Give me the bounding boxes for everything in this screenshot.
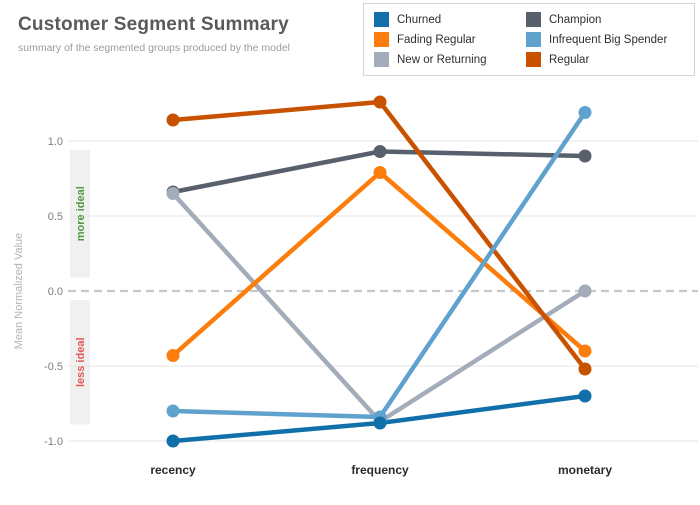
less-ideal-annotation: less ideal: [75, 337, 87, 387]
axis-labels: more ideal less ideal 1.0 0.5 0.0 -0.5 -1.0 Mea…: [13, 136, 612, 477]
y-tick-label: 0.0: [48, 286, 63, 298]
legend-item-label: Churned: [397, 13, 442, 26]
data-point-fading-regular-recency[interactable]: [166, 349, 180, 362]
legend-item-regular[interactable]: Regular: [526, 52, 684, 67]
legend-swatch-icon: [526, 52, 541, 67]
chart-title: Customer Segment Summary: [18, 14, 289, 35]
data-point-churned-frequency[interactable]: [373, 416, 387, 430]
data-point-regular-recency[interactable]: [166, 113, 180, 127]
legend-item-label: Champion: [549, 13, 602, 26]
ideal-bands: [70, 150, 90, 425]
legend-item-churned[interactable]: Churned: [374, 12, 522, 27]
data-point-regular-monetary[interactable]: [578, 362, 592, 376]
chart-subtitle: summary of the segmented groups produced…: [18, 42, 290, 54]
legend-swatch-icon: [526, 32, 541, 47]
data-point-churned-monetary[interactable]: [578, 389, 592, 403]
data-point-fading-regular-monetary[interactable]: [578, 344, 592, 358]
data-point-churned-recency[interactable]: [166, 434, 180, 448]
more-ideal-annotation: more ideal: [75, 186, 87, 241]
legend-swatch-icon: [374, 12, 389, 27]
data-point-champion-frequency[interactable]: [373, 145, 387, 158]
category-label-monetary: monetary: [558, 463, 612, 477]
legend-item-label: Fading Regular: [397, 33, 476, 46]
data-point-regular-frequency[interactable]: [373, 95, 387, 109]
data-point-fading-regular-frequency[interactable]: [373, 166, 387, 179]
legend-item-infrequent-big-spender[interactable]: Infrequent Big Spender: [526, 32, 684, 47]
legend-item-new-or-returning[interactable]: New or Returning: [374, 52, 522, 67]
series-points: [166, 95, 592, 448]
legend: Churned Champion Fading Regular Infrequent …: [363, 3, 695, 76]
more-ideal-band: [70, 150, 90, 278]
data-point-champion-monetary[interactable]: [578, 149, 592, 163]
less-ideal-band: [70, 300, 90, 425]
gridlines: [68, 140, 698, 442]
data-point-new-or-returning-monetary[interactable]: [578, 284, 592, 298]
legend-item-label: Regular: [549, 53, 590, 66]
legend-swatch-icon: [374, 52, 389, 67]
legend-swatch-icon: [526, 12, 541, 27]
y-tick-label: 1.0: [48, 136, 63, 148]
category-label-recency: recency: [150, 463, 196, 477]
series-line-new-or-returning: [170, 191, 588, 424]
legend-item-fading-regular[interactable]: Fading Regular: [374, 32, 522, 47]
data-point-new-or-returning-recency[interactable]: [166, 187, 180, 200]
legend-item-label: Infrequent Big Spender: [549, 33, 668, 46]
y-tick-label: 0.5: [48, 211, 63, 223]
y-axis-title: Mean Normalized Value: [13, 233, 25, 350]
legend-item-champion[interactable]: Champion: [526, 12, 684, 27]
y-tick-label: -1.0: [44, 436, 63, 448]
y-tick-label: -0.5: [44, 361, 63, 373]
chart-header: Customer Segment Summary summary of the …: [18, 14, 348, 54]
data-point-infrequent-big-spender-recency[interactable]: [166, 404, 180, 418]
data-point-infrequent-big-spender-monetary[interactable]: [578, 106, 592, 119]
category-label-frequency: frequency: [351, 463, 409, 477]
legend-swatch-icon: [374, 32, 389, 47]
legend-item-label: New or Returning: [397, 53, 487, 66]
